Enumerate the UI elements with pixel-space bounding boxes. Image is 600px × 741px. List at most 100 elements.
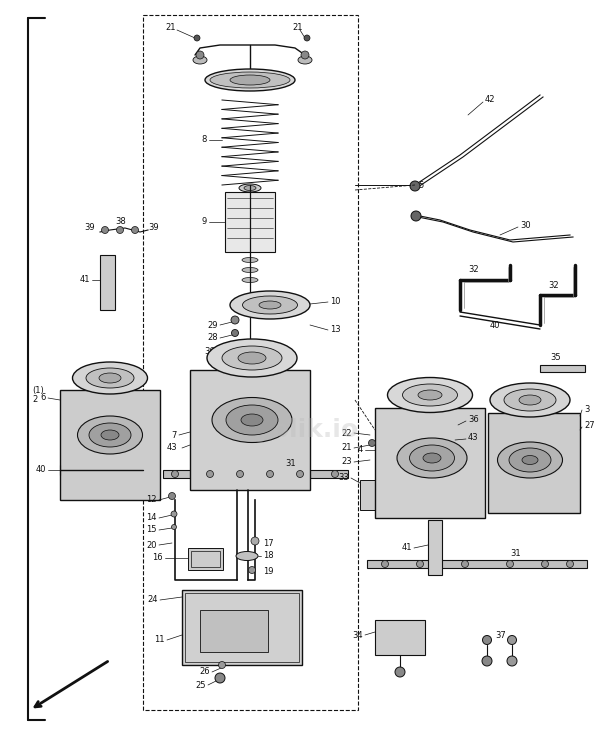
Bar [360, 480, 382, 510]
Bar [143, 15, 358, 710]
Circle shape [194, 35, 200, 41]
Text: 17: 17 [263, 539, 274, 548]
Text: 31: 31 [285, 459, 296, 468]
Circle shape [508, 636, 517, 645]
Ellipse shape [77, 416, 143, 454]
Text: 15: 15 [146, 525, 157, 534]
Ellipse shape [99, 373, 121, 383]
Ellipse shape [519, 395, 541, 405]
Circle shape [506, 560, 514, 568]
Bar [225, 192, 275, 252]
Text: 18: 18 [263, 551, 274, 560]
Text: 7: 7 [172, 431, 177, 439]
Ellipse shape [210, 72, 290, 88]
Ellipse shape [497, 442, 563, 478]
Text: 3: 3 [584, 405, 589, 414]
Circle shape [301, 51, 309, 59]
Ellipse shape [418, 390, 442, 400]
Bar [190, 370, 310, 490]
Text: 25: 25 [196, 680, 206, 689]
Circle shape [461, 560, 469, 568]
Ellipse shape [298, 56, 312, 64]
Bar [200, 610, 268, 652]
Circle shape [368, 439, 376, 447]
Ellipse shape [490, 383, 570, 417]
Text: 34: 34 [352, 631, 363, 639]
Text: 41: 41 [79, 276, 90, 285]
Bar [540, 365, 585, 372]
Ellipse shape [259, 301, 281, 309]
Text: 19: 19 [263, 568, 274, 576]
Text: 43: 43 [166, 444, 177, 453]
Text: 24: 24 [148, 596, 158, 605]
Text: 27: 27 [584, 420, 595, 430]
Text: 14: 14 [146, 514, 157, 522]
Ellipse shape [89, 423, 131, 447]
Bar [488, 413, 580, 513]
Circle shape [231, 316, 239, 324]
Text: 41: 41 [401, 543, 412, 553]
Text: 29: 29 [208, 321, 218, 330]
Circle shape [206, 471, 214, 477]
Text: 8: 8 [202, 136, 207, 144]
Text: 40: 40 [35, 465, 46, 474]
Circle shape [304, 35, 310, 41]
Circle shape [410, 181, 420, 191]
Circle shape [416, 560, 424, 568]
Text: 21: 21 [292, 24, 302, 33]
Circle shape [542, 560, 548, 568]
Text: 38: 38 [115, 216, 126, 225]
Text: 10: 10 [330, 297, 341, 307]
Text: 2: 2 [32, 396, 37, 405]
Ellipse shape [193, 56, 207, 64]
Ellipse shape [239, 184, 261, 192]
Circle shape [248, 567, 256, 574]
Text: 26: 26 [199, 668, 210, 677]
Ellipse shape [226, 405, 278, 435]
Text: 39: 39 [148, 224, 158, 233]
Ellipse shape [242, 268, 258, 273]
Text: 32: 32 [468, 265, 479, 274]
Ellipse shape [509, 448, 551, 472]
Circle shape [507, 656, 517, 666]
Text: 5: 5 [418, 181, 423, 190]
Circle shape [171, 511, 177, 517]
Text: 4: 4 [358, 445, 363, 454]
Text: 22: 22 [341, 428, 352, 437]
Text: 32: 32 [548, 281, 559, 290]
Bar [188, 548, 223, 570]
Circle shape [172, 471, 179, 477]
Text: cyblik.io: cyblik.io [241, 418, 359, 442]
Circle shape [395, 667, 405, 677]
Circle shape [251, 537, 259, 545]
Ellipse shape [403, 384, 458, 406]
Bar [367, 560, 587, 568]
Bar [185, 593, 299, 662]
Text: 21: 21 [341, 444, 352, 453]
Ellipse shape [212, 397, 292, 442]
Ellipse shape [86, 368, 134, 388]
Ellipse shape [504, 389, 556, 411]
Bar [428, 520, 442, 575]
Ellipse shape [230, 75, 270, 85]
Text: (1): (1) [32, 385, 44, 394]
Circle shape [236, 471, 244, 477]
Text: 23: 23 [341, 457, 352, 467]
Ellipse shape [241, 414, 263, 426]
Ellipse shape [242, 258, 258, 262]
Ellipse shape [423, 453, 441, 463]
Text: 42: 42 [485, 96, 496, 104]
Ellipse shape [388, 377, 473, 413]
Ellipse shape [397, 438, 467, 478]
Bar [163, 470, 348, 478]
Text: 33: 33 [338, 473, 349, 482]
Circle shape [196, 51, 204, 59]
Text: 40: 40 [490, 321, 500, 330]
Circle shape [131, 227, 139, 233]
Circle shape [482, 656, 492, 666]
Bar [182, 590, 302, 665]
Circle shape [331, 471, 338, 477]
Text: 36: 36 [204, 348, 215, 356]
Text: 35: 35 [550, 353, 560, 362]
Circle shape [232, 330, 239, 336]
